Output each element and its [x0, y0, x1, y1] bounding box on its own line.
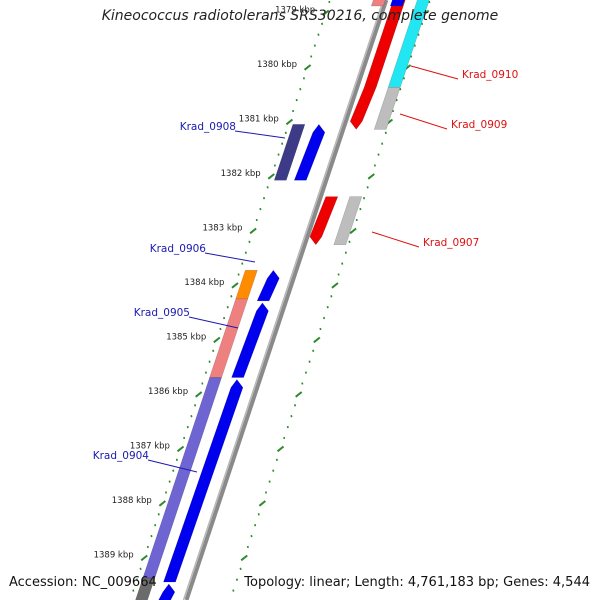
left-tick-track: [132, 0, 331, 592]
gene-krad-0907-rna: [333, 196, 363, 245]
right-tick: [367, 173, 375, 180]
genome-title: Kineococcus radiotolerans SRS30216, comp…: [101, 8, 499, 24]
left-tick: [140, 554, 148, 562]
gene-leader-line: [204, 252, 256, 263]
kbp-label: 1387 kbp: [130, 442, 170, 452]
right-tick: [240, 554, 248, 562]
gene-leader-line: [188, 316, 239, 329]
gene-krad-0907-cds: [309, 196, 339, 246]
gene-krad-0903-cds-alt: [135, 577, 156, 600]
gene-label[interactable]: Krad_0908: [180, 121, 236, 133]
left-tick: [303, 64, 312, 71]
gene-krad-0905-cds: [231, 302, 269, 378]
genome-backbone: [182, 0, 389, 600]
kbp-label: 1386 kbp: [148, 387, 188, 397]
gene-leader-line: [410, 65, 459, 80]
gene-label[interactable]: Krad_0910: [462, 69, 518, 81]
gene-label[interactable]: Krad_0904: [93, 450, 150, 462]
backbone-line: [184, 0, 389, 600]
left-tick: [231, 282, 239, 289]
kbp-label: 1383 kbp: [202, 224, 242, 234]
right-tick: [295, 391, 303, 398]
kbp-label: 1379 kbp: [275, 6, 315, 16]
right-tick: [349, 227, 357, 235]
left-tick: [213, 336, 221, 344]
gene-label[interactable]: Krad_0909: [451, 119, 507, 131]
right-tick: [331, 282, 339, 289]
gene-krad-0908-cds: [293, 123, 326, 181]
left-tick: [195, 391, 203, 398]
kbp-label: 1388 kbp: [112, 496, 152, 506]
topology-text: Topology: linear; Length: 4,761,183 bp; …: [244, 575, 590, 590]
gene-krad-0903-cds: [158, 583, 176, 600]
gene-label[interactable]: Krad_0905: [134, 307, 190, 319]
gene-krad-0909-cds: [349, 87, 377, 130]
right-tick: [258, 500, 267, 507]
kbp-label: 1389 kbp: [94, 551, 134, 561]
gene-label[interactable]: Krad_0906: [150, 243, 207, 255]
accession-text: Accession: NC_009664: [9, 575, 157, 590]
kbp-label: 1385 kbp: [166, 333, 206, 343]
right-tick: [313, 336, 321, 344]
gene-krad-0909-rna: [373, 87, 401, 130]
gene-leader-line: [371, 231, 420, 248]
left-tick: [249, 227, 257, 235]
gene-leader-line: [234, 130, 286, 139]
gene-features: [135, 0, 430, 600]
kbp-label: 1382 kbp: [221, 169, 261, 179]
left-tick: [267, 173, 275, 180]
kbp-label: 1384 kbp: [184, 278, 224, 288]
gene-label[interactable]: Krad_0907: [423, 237, 479, 249]
gene-krad-0904-cds: [163, 379, 244, 583]
backbone-highlight: [182, 0, 385, 600]
kbp-label: 1381 kbp: [239, 115, 279, 125]
right-tick: [276, 445, 285, 453]
left-tick: [176, 445, 185, 453]
gene-fragment-top-pink: [370, 0, 386, 7]
left-tick: [285, 118, 294, 126]
right-tick-track: [232, 0, 431, 592]
gene-labels: Krad_0910 Krad_0909 Krad_0908 Krad_0907 Krad…: [93, 69, 519, 462]
gene-leader-line: [399, 113, 448, 130]
gene-label-leaders: [147, 65, 459, 473]
gene-krad-0906-cds: [256, 269, 280, 302]
kbp-label: 1380 kbp: [257, 60, 297, 70]
kbp-axis-labels: 1379 kbp 1380 kbp 1381 kbp 1382 kbp 1383 kbp…: [94, 6, 316, 561]
gene-fragment-top-blue: [389, 0, 405, 7]
gene-krad-0908-cds-alt: [273, 124, 306, 181]
left-tick: [322, 9, 330, 17]
left-tick: [158, 500, 167, 507]
gene-leader-line: [147, 459, 198, 473]
